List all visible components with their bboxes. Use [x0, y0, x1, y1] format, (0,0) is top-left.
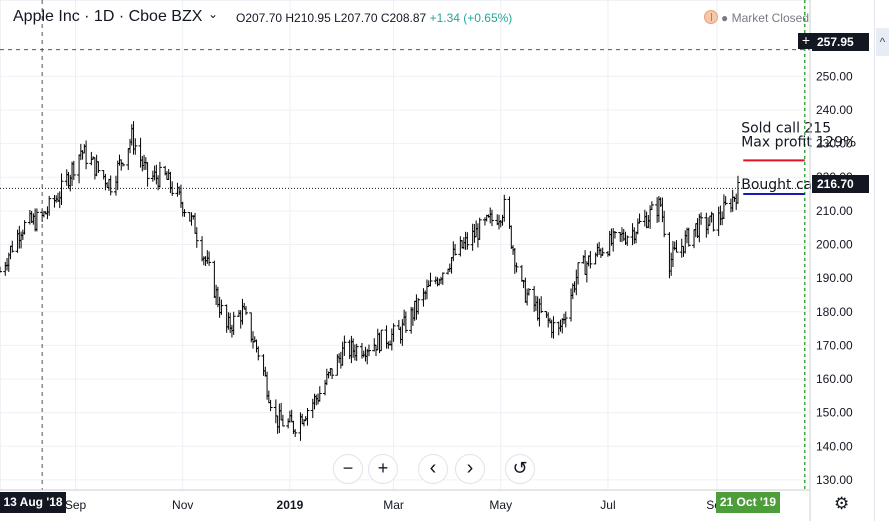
- y-tick-label: 240.00: [816, 103, 853, 117]
- crosshair-date-label: 13 Aug '18: [0, 492, 66, 513]
- zoom-in-button[interactable]: +: [368, 454, 398, 484]
- chevron-up-icon[interactable]: ^: [876, 28, 889, 56]
- reset-chart-button[interactable]: ↺: [505, 454, 535, 484]
- scroll-left-button[interactable]: ‹: [418, 454, 448, 484]
- y-tick-label: 150.00: [816, 406, 853, 420]
- low-value: L207.70: [334, 11, 378, 25]
- y-tick-label: 180.00: [816, 305, 853, 319]
- x-tick-label: Mar: [383, 498, 404, 512]
- high-value: H210.95: [285, 11, 331, 25]
- y-tick-label: 130.00: [816, 473, 853, 487]
- market-status: ● Market Closed: [721, 11, 809, 25]
- zoom-out-button[interactable]: −: [333, 454, 363, 484]
- expiry-date-label: 21 Oct '19: [716, 492, 780, 513]
- crosshair-price-label: 257.95: [812, 33, 869, 51]
- market-status-label: Market Closed: [731, 11, 809, 25]
- market-status-icon: [704, 10, 718, 24]
- close-value: C208.87: [380, 11, 427, 25]
- x-tick-label: Jul: [600, 498, 615, 512]
- x-tick-label: May: [489, 498, 512, 512]
- x-tick-label: Nov: [172, 498, 193, 512]
- gear-icon[interactable]: ⚙: [834, 494, 850, 513]
- change-value: +1.34 (+0.65%): [429, 11, 513, 25]
- side-panel-edge: [874, 0, 889, 521]
- ohlc-readout: O207.70 H210.95 L207.70 C208.87 +1.34 (+…: [236, 11, 512, 25]
- y-tick-label: 190.00: [816, 271, 853, 285]
- chart-legend: Apple Inc · 1D · Cboe BZX ⌄ O207.70 H210…: [0, 0, 889, 36]
- y-tick-label: 170.00: [816, 338, 853, 352]
- x-tick-label: Sep: [65, 498, 87, 512]
- last-price-label: 216.70: [812, 175, 869, 193]
- sold-call-annotation: Sold call 215: [741, 120, 831, 136]
- chevron-down-icon[interactable]: ⌄: [208, 7, 219, 21]
- scroll-right-button[interactable]: ›: [455, 454, 485, 484]
- y-tick-label: 210.00: [816, 204, 853, 218]
- y-tick-label: 250.00: [816, 69, 853, 83]
- max-profit-annotation: Max profit 129%: [741, 134, 856, 150]
- open-value: O207.70: [236, 11, 283, 25]
- y-tick-label: 200.00: [816, 238, 853, 252]
- y-tick-label: 160.00: [816, 372, 853, 386]
- symbol-title[interactable]: Apple Inc · 1D · Cboe BZX: [13, 8, 203, 25]
- y-tick-label: 140.00: [816, 439, 853, 453]
- x-tick-label: 2019: [277, 498, 304, 512]
- add-crosshair-icon[interactable]: +: [798, 33, 814, 49]
- y-tick-label: 230.00: [816, 137, 853, 151]
